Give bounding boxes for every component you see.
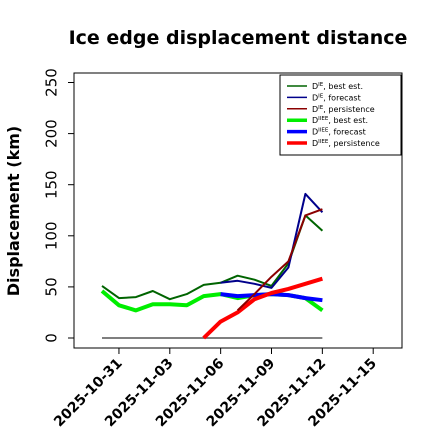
series-line-6 <box>202 276 323 340</box>
y-axis: 0 50 100 150 200 250 <box>43 68 74 343</box>
legend-label: DIE, persistence <box>312 105 375 114</box>
y-axis-label: Displacement (km) <box>4 126 23 296</box>
chart-title: Ice edge displacement distance <box>69 27 408 49</box>
legend-label: DIE, forecast <box>312 93 361 102</box>
legend: DIE, best est. DIE, forecast DIE, persiste… <box>279 74 402 156</box>
legend-label: DIIEE, persistence <box>312 139 380 148</box>
y-tick-label: 100 <box>43 221 61 250</box>
y-tick-label: 0 <box>43 333 61 343</box>
plot-frame <box>73 72 403 349</box>
legend-label: DIIEE, best est. <box>312 116 368 125</box>
series-line-3 <box>236 208 323 312</box>
y-tick-label: 250 <box>43 68 61 97</box>
series-lines <box>100 192 324 340</box>
y-tick-label: 150 <box>43 170 61 199</box>
series-line-2 <box>220 192 324 289</box>
y-tick-label: 50 <box>43 277 61 296</box>
y-tick-label: 200 <box>43 119 61 148</box>
legend-label: DIIEE, forecast <box>312 128 366 137</box>
legend-label: DIE, best est. <box>312 82 363 91</box>
series-line-1 <box>101 214 324 301</box>
x-axis: 2025-10-312025-11-032025-11-062025-11-09… <box>51 348 380 430</box>
